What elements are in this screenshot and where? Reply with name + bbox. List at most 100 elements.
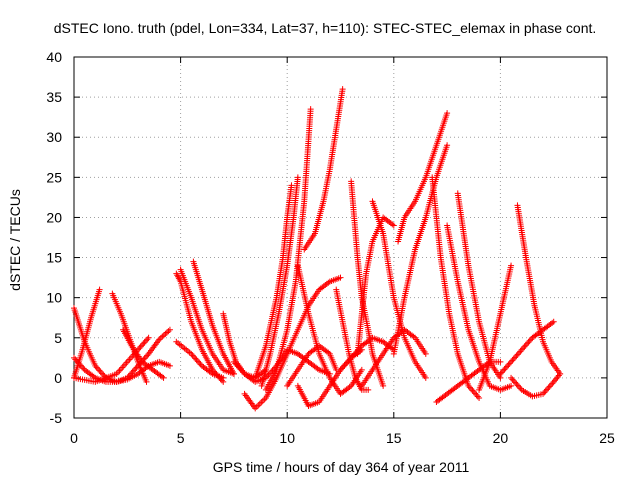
data-point (294, 174, 301, 181)
data-point (512, 379, 519, 386)
data-point (542, 387, 549, 394)
data-point (520, 345, 527, 352)
data-point (550, 318, 557, 325)
data-point (144, 336, 151, 343)
series-35 (514, 202, 564, 377)
y-tick-label: 0 (54, 370, 62, 386)
data-point (517, 348, 524, 355)
data-point (140, 340, 147, 347)
data-point (510, 377, 517, 384)
data-point (165, 328, 172, 335)
data-point (196, 359, 203, 366)
data-point (192, 355, 199, 362)
data-point (524, 340, 531, 347)
series-17 (284, 342, 340, 389)
data-point (142, 337, 149, 344)
data-point (472, 390, 479, 397)
y-tick-label: 40 (46, 49, 62, 65)
data-point (501, 366, 508, 373)
data-point (516, 383, 523, 390)
data-point (468, 385, 475, 392)
data-point (96, 367, 103, 374)
data-point (497, 358, 504, 365)
tick-labels: 0 5 10 15 20 25 -5 0 5 10 15 20 25 30 35 40 (46, 49, 615, 446)
series-19 (294, 262, 365, 397)
data-point (358, 366, 365, 373)
data-point (80, 365, 87, 372)
axes-layer (73, 56, 608, 419)
data-point (97, 368, 104, 375)
data-point (256, 400, 263, 407)
data-point (255, 402, 262, 409)
data-point (525, 339, 532, 346)
data-point (98, 370, 105, 377)
series-26 (358, 326, 429, 389)
data-point (509, 376, 516, 383)
data-point (444, 110, 451, 117)
data-point (258, 399, 265, 406)
series-20 (294, 346, 365, 409)
data-layer (71, 86, 564, 412)
data-point (337, 274, 344, 281)
data-point (96, 286, 103, 293)
data-point (508, 262, 515, 269)
y-tick-label: 35 (46, 89, 62, 105)
data-point (474, 393, 481, 400)
data-point (197, 361, 204, 368)
series-34 (497, 318, 557, 377)
data-point (513, 352, 520, 359)
data-point (505, 361, 512, 368)
data-point (143, 378, 150, 385)
data-point (422, 374, 429, 381)
data-point (544, 386, 551, 393)
series-13 (241, 274, 344, 412)
y-tick-label: 5 (54, 330, 62, 346)
data-point (138, 342, 145, 349)
data-point (162, 330, 169, 337)
data-point (136, 345, 143, 352)
y-tick-label: 30 (46, 129, 62, 145)
series-10 (190, 258, 237, 377)
data-point (508, 382, 515, 389)
y-tick-label: 15 (46, 250, 62, 266)
x-tick-label: 15 (386, 430, 402, 446)
data-point (514, 382, 521, 389)
data-point (476, 394, 483, 401)
data-point (94, 365, 101, 372)
data-point (444, 142, 451, 149)
data-point (78, 363, 85, 370)
x-tick-label: 10 (279, 430, 295, 446)
data-point (513, 380, 520, 387)
data-point (514, 351, 521, 358)
data-point (142, 353, 149, 360)
x-tick-label: 5 (177, 430, 185, 446)
data-point (557, 370, 564, 377)
series-5 (109, 290, 150, 385)
x-axis-label: GPS time / hours of day 364 of year 2011 (213, 459, 470, 475)
series-18 (301, 86, 346, 253)
data-point (546, 383, 553, 390)
series-28 (395, 110, 451, 245)
plot-frame (73, 56, 608, 419)
data-point (132, 365, 139, 372)
series-15 (258, 174, 301, 389)
series-25 (369, 198, 429, 381)
series-7 (173, 270, 227, 385)
data-point (390, 222, 397, 229)
data-point (545, 384, 552, 391)
data-point (307, 106, 314, 113)
y-axis-label: dSTEC / TECUs (7, 189, 23, 291)
chart-title: dSTEC Iono. truth (pdel, Lon=334, Lat=37… (54, 20, 597, 36)
data-point (159, 333, 166, 340)
x-tick-label: 20 (493, 430, 509, 446)
data-point (259, 397, 266, 404)
data-point (189, 352, 196, 359)
data-point (522, 342, 529, 349)
series-32 (454, 190, 504, 381)
data-point (549, 380, 556, 387)
data-point (508, 358, 515, 365)
y-tick-label: 20 (46, 209, 62, 225)
data-point (504, 363, 511, 370)
data-point (342, 360, 349, 367)
